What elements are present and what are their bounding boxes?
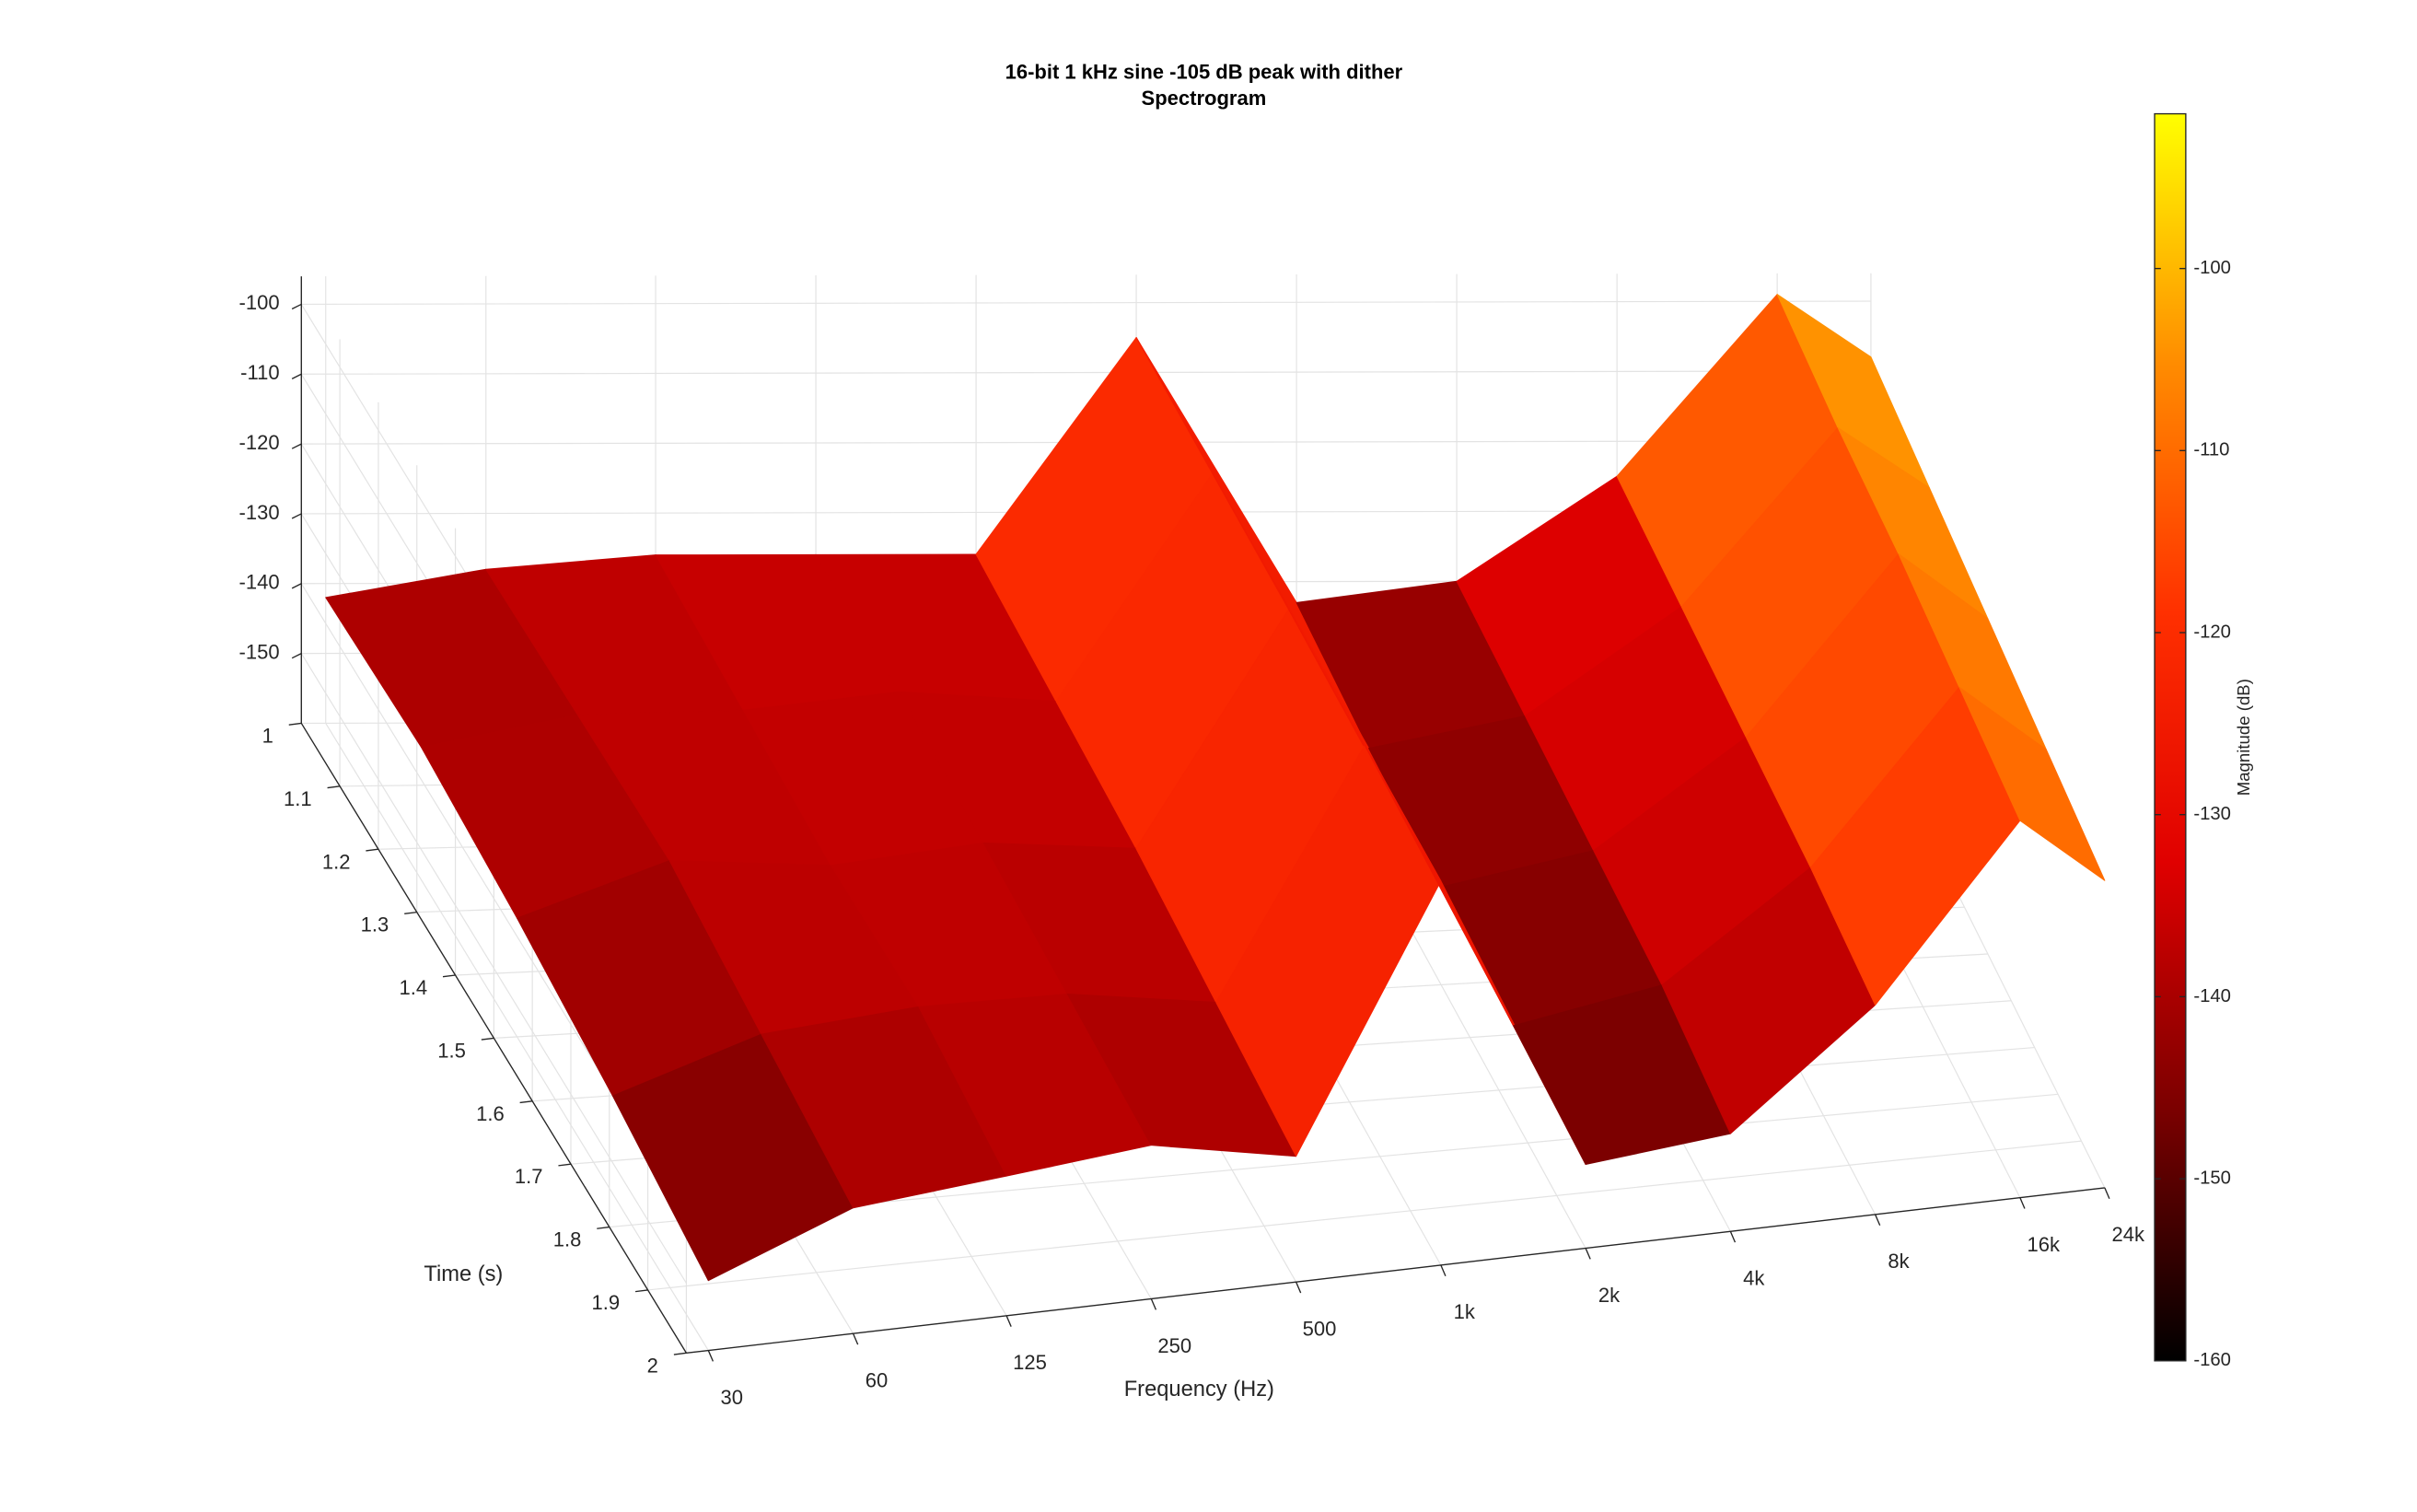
x-tick-label: 60: [866, 1369, 888, 1392]
x-tick: [1874, 1214, 1881, 1227]
x-tick-label: 250: [1157, 1334, 1191, 1357]
x-tick: [1729, 1230, 1737, 1243]
y-tick-label: 1.5: [437, 1039, 466, 1062]
z-tick: [291, 443, 302, 449]
z-tick: [291, 303, 302, 310]
x-axis-label: Frequency (Hz): [1124, 1378, 1274, 1402]
x-tick: [1150, 1298, 1157, 1310]
y-tick-label: 1.4: [399, 976, 427, 999]
y-tick: [288, 722, 302, 726]
x-tick: [1585, 1248, 1591, 1260]
colorbar-tick-label: -130: [2193, 804, 2231, 824]
colorbar: [2154, 112, 2187, 1362]
colorbar-tick-label: -150: [2193, 1168, 2231, 1188]
y-axis-label: Time (s): [424, 1262, 503, 1286]
y-tick-label: 1.1: [284, 787, 312, 810]
x-tick: [852, 1332, 859, 1345]
colorbar-tick-label: -160: [2193, 1350, 2231, 1370]
x-tick: [2104, 1187, 2110, 1200]
x-tick: [2019, 1197, 2026, 1209]
x-tick: [1440, 1264, 1447, 1277]
y-tick-label: 1: [262, 724, 273, 747]
z-tick-label: -150: [239, 640, 280, 663]
colorbar-tick-label: -140: [2193, 986, 2231, 1006]
y-tick: [558, 1163, 572, 1167]
y-tick: [366, 848, 379, 852]
y-tick: [597, 1226, 610, 1229]
z-tick-label: -140: [239, 571, 280, 594]
y-tick: [673, 1352, 687, 1355]
y-tick-label: 1.3: [361, 913, 389, 936]
y-tick-label: 1.7: [515, 1165, 543, 1188]
x-tick-label: 125: [1013, 1351, 1047, 1374]
z-tick-label: -130: [239, 501, 280, 524]
z-tick-label: -120: [239, 431, 280, 454]
z-tick-label: -110: [240, 361, 279, 384]
axis-line: [686, 1187, 2105, 1355]
chart-title: 16-bit 1 kHz sine -105 dB peak with dith…: [1005, 60, 1403, 83]
grid-line: [301, 300, 1871, 306]
x-tick-label: 24k: [2112, 1223, 2145, 1246]
colorbar-tick-label: -110: [2193, 440, 2229, 460]
y-tick-label: 2: [647, 1354, 658, 1377]
x-tick-label: 30: [720, 1386, 742, 1409]
z-tick-label: -100: [239, 291, 280, 314]
y-tick-label: 1.2: [322, 850, 351, 873]
x-tick: [1005, 1315, 1012, 1327]
y-tick: [442, 974, 456, 978]
y-tick: [519, 1100, 533, 1104]
x-tick: [707, 1350, 715, 1362]
colorbar-tick-label: -100: [2193, 258, 2231, 278]
x-tick: [1295, 1281, 1302, 1294]
grid-line: [301, 370, 1871, 375]
z-tick: [291, 373, 302, 379]
surface-cell: [1958, 686, 2106, 881]
z-tick: [291, 653, 302, 659]
y-tick: [327, 785, 341, 789]
colorbar-tick-label: -120: [2193, 622, 2231, 642]
x-tick-label: 1k: [1454, 1300, 1476, 1323]
colorbar-label: Magnitude (dB): [2234, 679, 2253, 796]
z-tick: [291, 583, 302, 589]
chart-subtitle: Spectrogram: [1142, 87, 1267, 110]
x-tick-label: 500: [1303, 1317, 1337, 1340]
y-tick: [404, 911, 417, 914]
y-tick: [481, 1037, 494, 1041]
x-tick-label: 4k: [1743, 1267, 1765, 1290]
x-tick-label: 16k: [2028, 1233, 2061, 1256]
z-tick: [291, 513, 302, 519]
y-tick-label: 1.9: [592, 1291, 621, 1314]
y-tick-label: 1.6: [476, 1102, 505, 1125]
x-tick-label: 2k: [1598, 1284, 1621, 1307]
x-tick-label: 8k: [1888, 1250, 1910, 1273]
y-tick: [634, 1289, 648, 1293]
grid-line: [647, 1140, 2082, 1291]
y-tick-label: 1.8: [553, 1228, 582, 1251]
